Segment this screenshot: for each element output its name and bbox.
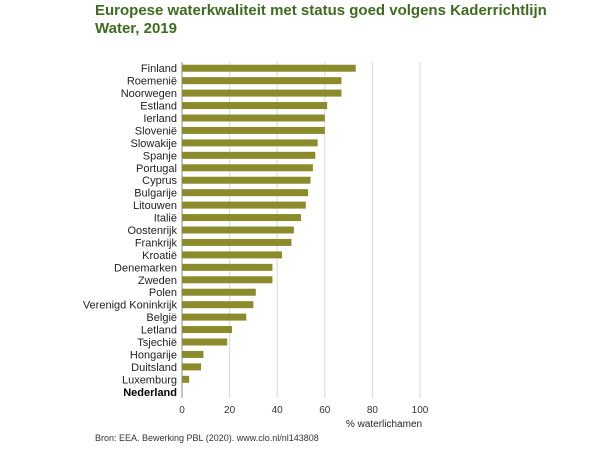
category-label: Oostenrijk — [127, 225, 177, 237]
category-label: Tsjechië — [137, 337, 177, 349]
bar — [182, 189, 309, 197]
category-label: Portugal — [136, 163, 177, 175]
bar — [182, 338, 228, 346]
category-label: Zweden — [138, 275, 177, 287]
category-label: Spanje — [143, 150, 177, 162]
x-tick-labels: 0 20 40 60 80 100 — [179, 405, 429, 416]
bar — [182, 276, 273, 284]
x-tick-label: 20 — [224, 405, 236, 416]
category-labels: FinlandRoemeniëNoorwegenEstlandIerlandSl… — [83, 63, 178, 399]
category-label: Litouwen — [133, 200, 177, 212]
category-label: Polen — [149, 287, 177, 299]
x-tick-label: 0 — [179, 405, 185, 416]
x-tick-label: 100 — [412, 405, 429, 416]
x-tick-label: 80 — [367, 405, 379, 416]
category-label: Noorwegen — [121, 88, 177, 100]
chart-title: Europese waterkwaliteit met status goed … — [95, 2, 547, 37]
category-label: Bulgarije — [134, 188, 177, 200]
category-label: Kroatië — [142, 250, 177, 262]
bar — [182, 139, 318, 147]
category-label: België — [146, 312, 177, 324]
x-axis-title: % waterlichamen — [346, 419, 422, 430]
bar — [182, 238, 292, 246]
source-note: Bron: EEA. Bewerking PBL (2020). www.clo… — [95, 433, 319, 443]
bar — [182, 251, 282, 259]
bar — [182, 176, 311, 184]
bar — [182, 164, 313, 172]
bar — [182, 201, 306, 209]
category-label: Roemenië — [127, 76, 177, 88]
category-label: Italië — [154, 213, 177, 225]
bar — [182, 326, 232, 334]
category-label: Cyprus — [142, 175, 177, 187]
category-label: Slowakije — [131, 138, 177, 150]
category-label: Verenigd Koninkrijk — [83, 300, 178, 312]
category-label: Duitsland — [131, 362, 177, 374]
bar — [182, 214, 301, 222]
bar — [182, 363, 202, 371]
bar — [182, 263, 273, 271]
bar — [182, 126, 325, 134]
x-tick-label: 60 — [319, 405, 331, 416]
bar — [182, 102, 328, 110]
bar — [182, 89, 342, 97]
category-label: Letland — [141, 325, 177, 337]
bar — [182, 301, 254, 309]
bar — [182, 151, 316, 159]
category-label: Luxemburg — [122, 374, 177, 386]
bar — [182, 226, 294, 234]
bars — [182, 64, 356, 383]
category-label: Nederland — [123, 387, 177, 399]
category-label: Frankrijk — [135, 237, 178, 249]
bar — [182, 77, 342, 85]
bar — [182, 375, 190, 383]
category-label: Finland — [141, 63, 177, 75]
category-label: Hongarije — [130, 349, 177, 361]
bar — [182, 313, 247, 321]
bar — [182, 114, 325, 122]
category-label: Slovenië — [135, 125, 177, 137]
bar — [182, 64, 356, 72]
bar-chart: FinlandRoemeniëNoorwegenEstlandIerlandSl… — [83, 62, 429, 430]
category-label: Ierland — [143, 113, 177, 125]
category-label: Estland — [140, 101, 177, 113]
bar — [182, 350, 204, 358]
bar — [182, 288, 256, 296]
category-label: Denemarken — [114, 262, 177, 274]
x-tick-label: 40 — [272, 405, 284, 416]
